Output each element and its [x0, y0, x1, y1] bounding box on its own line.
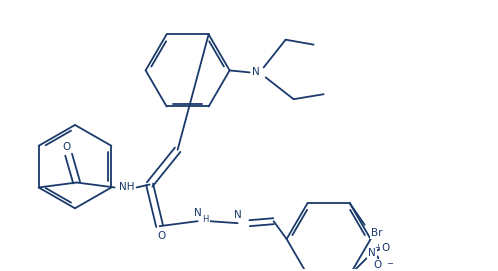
Text: O: O: [374, 260, 382, 270]
Text: O: O: [63, 142, 71, 152]
Text: N: N: [234, 210, 242, 220]
Text: −: −: [386, 259, 393, 268]
Text: NH: NH: [119, 182, 134, 192]
Text: O: O: [157, 231, 166, 241]
Text: N: N: [368, 248, 375, 258]
Text: N: N: [194, 208, 202, 218]
Text: N: N: [252, 67, 259, 78]
Text: +: +: [374, 243, 381, 252]
Text: H: H: [203, 215, 209, 224]
Text: Br: Br: [371, 228, 382, 238]
Text: O: O: [381, 243, 390, 253]
